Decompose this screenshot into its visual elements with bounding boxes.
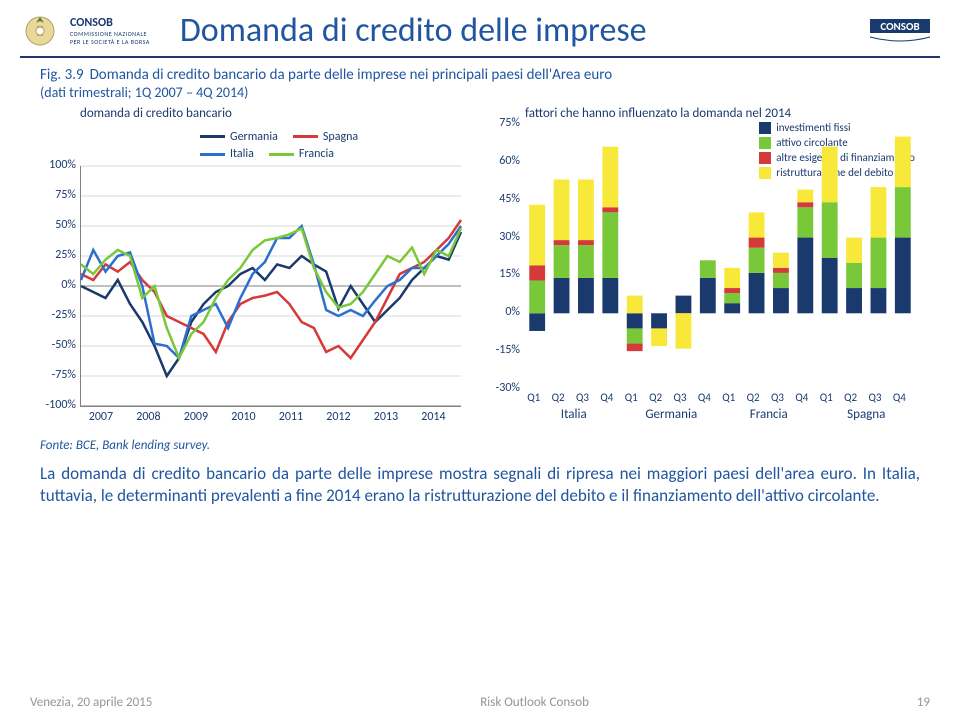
quarter-label: Q2 bbox=[649, 391, 662, 404]
figure-caption-row: Fig. 3.9 Domanda di credito bancario da … bbox=[0, 66, 960, 84]
y-tick-label: -75% bbox=[36, 368, 76, 382]
figure-label: Fig. 3.9 bbox=[40, 66, 84, 84]
x-tick-label: 2008 bbox=[136, 410, 160, 424]
consob-logo-right: CONSOB bbox=[860, 11, 940, 51]
y-tick-label: 60% bbox=[488, 154, 520, 168]
x-tick-label: 2007 bbox=[89, 410, 113, 424]
y-tick-label: -100% bbox=[36, 398, 76, 412]
quarter-label: Q4 bbox=[600, 391, 613, 404]
header: CONSOB COMMISSIONE NAZIONALEPER LE SOCIE… bbox=[0, 0, 960, 56]
quarter-label: Q1 bbox=[527, 391, 540, 404]
y-tick-label: 45% bbox=[488, 192, 520, 206]
quarter-label: Q2 bbox=[552, 391, 565, 404]
consob-title: CONSOB bbox=[70, 16, 150, 30]
page-title: Domanda di credito delle imprese bbox=[180, 10, 830, 51]
quarter-label: Q1 bbox=[820, 391, 833, 404]
quarter-label: Q1 bbox=[722, 391, 735, 404]
footer: Venezia, 20 aprile 2015 Risk Outlook Con… bbox=[0, 695, 960, 710]
footer-left: Venezia, 20 aprile 2015 bbox=[30, 695, 152, 710]
bar-plot-area bbox=[525, 124, 915, 389]
header-divider bbox=[20, 56, 940, 58]
consob-subtitle: COMMISSIONE NAZIONALEPER LE SOCIETÀ E LA… bbox=[70, 30, 150, 46]
country-label: Germania bbox=[623, 407, 721, 422]
x-tick-label: 2010 bbox=[231, 410, 255, 424]
country-label: Francia bbox=[720, 407, 818, 422]
x-tick-label: 2012 bbox=[326, 410, 350, 424]
bar-chart: fattori che hanno influenzato la domanda… bbox=[480, 106, 920, 436]
y-tick-label: -25% bbox=[36, 308, 76, 322]
country-label: Spagna bbox=[818, 407, 916, 422]
y-tick-label: 15% bbox=[488, 267, 520, 281]
x-tick-label: 2014 bbox=[421, 410, 445, 424]
y-tick-label: 0% bbox=[36, 278, 76, 292]
footer-center: Risk Outlook Consob bbox=[480, 695, 589, 710]
y-tick-label: -15% bbox=[488, 343, 520, 357]
consob-logo: CONSOB COMMISSIONE NAZIONALEPER LE SOCIE… bbox=[20, 11, 150, 51]
quarter-label: Q3 bbox=[869, 391, 882, 404]
quarter-label: Q3 bbox=[674, 391, 687, 404]
y-tick-label: 30% bbox=[488, 230, 520, 244]
figure-subcaption: (dati trimestrali; 1Q 2007 – 4Q 2014) bbox=[0, 84, 960, 106]
y-tick-label: -50% bbox=[36, 338, 76, 352]
y-tick-label: 50% bbox=[36, 218, 76, 232]
quarter-label: Q3 bbox=[771, 391, 784, 404]
line-chart: domanda di credito bancario GermaniaSpag… bbox=[30, 106, 470, 436]
y-tick-label: -30% bbox=[488, 381, 520, 395]
x-tick-label: 2009 bbox=[184, 410, 208, 424]
bar-chart-title: fattori che hanno influenzato la domanda… bbox=[480, 106, 920, 121]
quarter-label: Q4 bbox=[698, 391, 711, 404]
country-label: Italia bbox=[525, 407, 623, 422]
italy-emblem-icon bbox=[20, 11, 60, 51]
quarter-label: Q4 bbox=[893, 391, 906, 404]
y-tick-label: 75% bbox=[488, 116, 520, 130]
footer-right: 19 bbox=[917, 695, 930, 710]
quarter-label: Q1 bbox=[625, 391, 638, 404]
quarter-label: Q3 bbox=[576, 391, 589, 404]
x-tick-label: 2013 bbox=[374, 410, 398, 424]
y-tick-label: 100% bbox=[36, 158, 76, 172]
line-chart-title: domanda di credito bancario bbox=[30, 106, 470, 121]
figure-caption: Domanda di credito bancario da parte del… bbox=[90, 66, 613, 84]
charts-container: domanda di credito bancario GermaniaSpag… bbox=[0, 106, 960, 436]
x-tick-label: 2011 bbox=[279, 410, 303, 424]
y-tick-label: 0% bbox=[488, 305, 520, 319]
quarter-label: Q2 bbox=[844, 391, 857, 404]
line-plot-area bbox=[80, 166, 461, 407]
quarter-label: Q2 bbox=[747, 391, 760, 404]
line-chart-legend: GermaniaSpagnaItaliaFrancia bbox=[200, 128, 373, 161]
quarter-label: Q4 bbox=[795, 391, 808, 404]
y-tick-label: 75% bbox=[36, 188, 76, 202]
y-tick-label: 25% bbox=[36, 248, 76, 262]
svg-text:CONSOB: CONSOB bbox=[880, 20, 919, 33]
body-paragraph: La domanda di credito bancario da parte … bbox=[0, 455, 960, 515]
source-line: Fonte: BCE, Bank lending survey. bbox=[0, 436, 960, 455]
